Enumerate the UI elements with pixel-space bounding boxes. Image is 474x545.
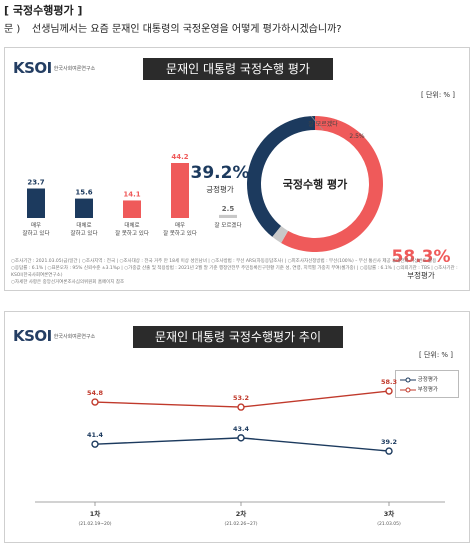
donut-slice	[272, 226, 289, 243]
bar-category-label: 대체로	[124, 221, 139, 229]
x-tick-sublabel: (21.03.05)	[377, 521, 401, 527]
line-chart: 1차 (21.02.19~20) 2차 (21.02.26~27) 3차 (21.03.0…	[35, 378, 445, 527]
bar-value-label: 44.2	[171, 153, 188, 161]
x-tick-sublabel: (21.02.26~27)	[224, 521, 257, 527]
x-tick-sublabel: (21.02.19~20)	[78, 521, 111, 527]
positive-name-label: 긍정평가	[206, 184, 234, 194]
bar	[171, 163, 189, 218]
legend-label: 부정평가	[417, 387, 438, 393]
question-text: 선생님께서는 요즘 문재인 대통령의 국정운영을 어떻게 평가하시겠습니까?	[32, 24, 342, 35]
footnote-line: ○조사기간 : 2021.03.05(금)일간 | ○조사지역 : 전국 | ○…	[11, 259, 437, 264]
x-tick-label: 2차	[236, 509, 247, 518]
donut-slice	[281, 116, 383, 253]
data-point	[237, 403, 245, 411]
bar	[219, 214, 237, 218]
bar-value-label: 14.1	[123, 190, 140, 198]
data-point	[385, 447, 393, 455]
logo-subtext: 한국사회여론연구소	[53, 334, 96, 340]
data-point	[91, 398, 99, 406]
data-point	[91, 440, 99, 448]
survey-footnote: ○조사기간 : 2021.03.05(금)일간 | ○조사지역 : 전국 | ○…	[11, 258, 463, 286]
data-point-label: 43.4	[233, 425, 250, 433]
donut-slice	[246, 116, 315, 237]
data-point-label: 41.4	[87, 431, 104, 439]
bar-value-label: 23.7	[27, 179, 44, 187]
data-point-label: 54.8	[87, 389, 104, 397]
bar	[27, 188, 45, 218]
footnote-line: ○응답률 : 6.1% | ○표본오차 : 95% 신뢰수준 ±3.1%p | …	[11, 266, 458, 278]
panel-title: 문재인 대통령 국정수행평가 추이	[133, 326, 343, 348]
logo-text: KSOI	[13, 59, 52, 77]
bar-category-label: 잘하고 있다	[70, 229, 97, 237]
bar-value-label: 15.6	[75, 189, 92, 197]
bar	[75, 198, 93, 218]
data-point-label: 58.3	[381, 378, 397, 386]
x-tick-label: 3차	[384, 509, 395, 518]
data-point-label: 53.2	[233, 394, 249, 402]
bar-category-label: 잘 모르겠다	[214, 221, 241, 229]
logo-subtext: 한국사회여론연구소	[53, 66, 96, 72]
x-tick-label: 1차	[90, 509, 101, 518]
data-point	[385, 387, 393, 395]
legend-item-negative: 부정평가	[400, 385, 438, 393]
data-point-label: 39.2	[381, 438, 397, 446]
bar-category-label: 대체로	[76, 221, 91, 229]
trend-panel: KSOI 한국사회여론연구소 문재인 대통령 국정수행평가 추이 [ 단위: % …	[4, 311, 470, 543]
bar-category-label: 잘 못하고 있다	[115, 229, 149, 237]
ksoi-logo: KSOI 한국사회여론연구소	[13, 326, 95, 345]
bar	[123, 200, 141, 218]
page-header: [ 국정수행평가 ] 문 ) 선생님께서는 요즘 문재인 대통령의 국정운영을 어…	[0, 0, 474, 44]
negative-name-label: 부정평가	[407, 270, 435, 280]
bar-category-label: 잘 못하고 있다	[163, 229, 197, 237]
legend-label: 긍정평가	[417, 377, 438, 383]
bar-value-label: 2.5	[222, 205, 235, 213]
chart-legend: 긍정평가 부정평가	[395, 370, 459, 398]
unit-label: [ 단위: % ]	[419, 351, 454, 359]
bar-category-label: 매우	[31, 221, 41, 229]
legend-item-positive: 긍정평가	[400, 375, 438, 383]
ksoi-logo: KSOI 한국사회여론연구소	[13, 58, 95, 77]
bar-category-label: 매우	[175, 221, 185, 229]
approval-panel: KSOI 한국사회여론연구소 문재인 대통령 국정수행 평가 [ 단위: % ] …	[4, 47, 470, 291]
question-prefix: 문 )	[4, 24, 21, 35]
dontknow-value-label: 2.5%	[349, 133, 365, 140]
donut-center-label: 국정수행 평가	[283, 177, 348, 191]
question-line: 문 ) 선생님께서는 요즘 문재인 대통령의 국정운영을 어떻게 평가하시겠습니까…	[4, 20, 342, 35]
positive-value-label: 39.2%	[191, 163, 250, 183]
data-point	[237, 434, 245, 442]
bar-category-label: 잘하고 있다	[22, 229, 49, 237]
footnote-line: ○자세한 사항은 중앙선거여론조사심의위원회 홈페이지 참조	[11, 280, 125, 285]
unit-label: [ 단위: % ]	[421, 91, 456, 99]
donut-chart: 국정수행 평가 39.2%긍정평가 58.3% 부정평가 잘 모르겠다 2.5%	[191, 115, 450, 280]
logo-text: KSOI	[13, 327, 52, 345]
panel-title: 문재인 대통령 국정수행 평가	[143, 58, 333, 80]
negative-value-label: 58.3%	[392, 247, 451, 267]
section-title: [ 국정수행평가 ]	[4, 4, 83, 17]
dontknow-name-label: 잘 모르겠다	[308, 120, 338, 128]
